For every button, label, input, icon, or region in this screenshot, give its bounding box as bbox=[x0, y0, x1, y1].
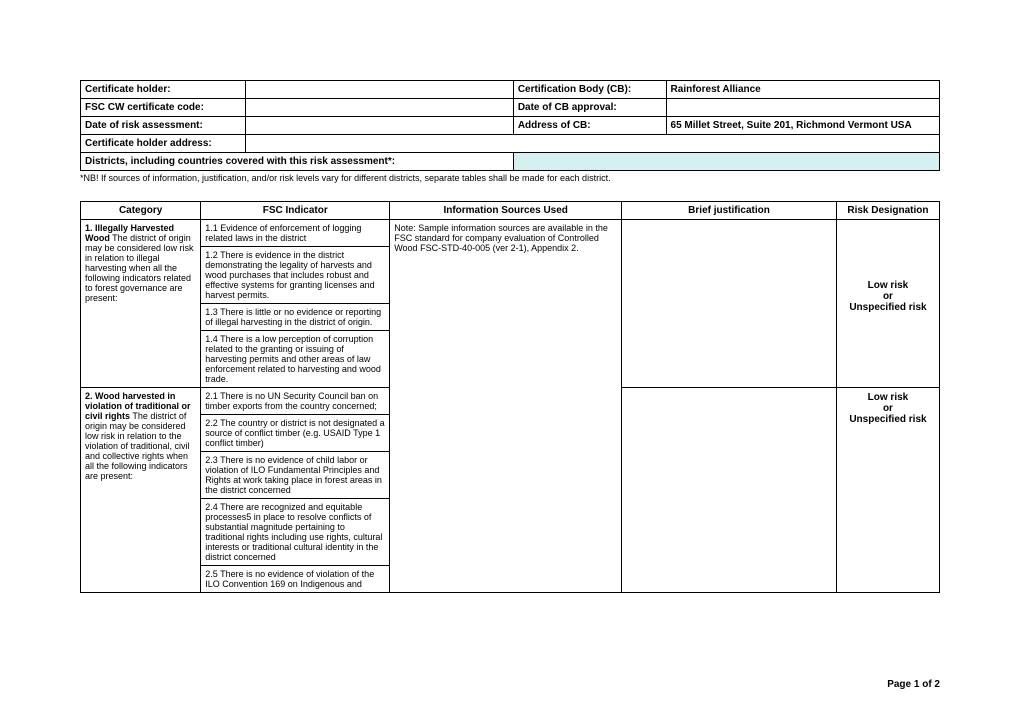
risk-assessment-table: Category FSC Indicator Information Sourc… bbox=[80, 201, 940, 593]
info-sources-note: Note: Sample information sources are ava… bbox=[390, 220, 622, 593]
indicator-1-1: 1.1 Evidence of enforcement of logging r… bbox=[201, 220, 390, 247]
label-approval-date: Date of CB approval: bbox=[513, 99, 666, 117]
risk-2: Low risk or Unspecified risk bbox=[836, 388, 939, 593]
label-districts: Districts, including countries covered w… bbox=[81, 153, 514, 171]
indicator-2-1: 2.1 There is no UN Security Council ban … bbox=[201, 388, 390, 415]
value-cb-address: 65 Millet Street, Suite 201, Richmond Ve… bbox=[666, 117, 939, 135]
col-category: Category bbox=[81, 202, 201, 220]
col-justification: Brief justification bbox=[622, 202, 837, 220]
col-risk: Risk Designation bbox=[836, 202, 939, 220]
indicator-2-5: 2.5 There is no evidence of violation of… bbox=[201, 566, 390, 593]
indicator-1-4: 1.4 There is a low perception of corrupt… bbox=[201, 331, 390, 388]
label-cw-code: FSC CW certificate code: bbox=[81, 99, 246, 117]
page-number: Page 1 of 2 bbox=[887, 679, 940, 690]
label-holder-address: Certificate holder address: bbox=[81, 135, 246, 153]
value-districts bbox=[513, 153, 939, 171]
value-cb: Rainforest Alliance bbox=[666, 81, 939, 99]
col-indicator: FSC Indicator bbox=[201, 202, 390, 220]
label-cb: Certification Body (CB): bbox=[513, 81, 666, 99]
indicator-2-3: 2.3 There is no evidence of child labor … bbox=[201, 452, 390, 499]
value-assessment-date bbox=[245, 117, 513, 135]
label-assessment-date: Date of risk assessment: bbox=[81, 117, 246, 135]
justification-2 bbox=[622, 388, 837, 593]
value-approval-date bbox=[666, 99, 939, 117]
indicator-2-4: 2.4 There are recognized and equitable p… bbox=[201, 499, 390, 566]
value-cert-holder bbox=[245, 81, 513, 99]
category-2: 2. Wood harvested in violation of tradit… bbox=[81, 388, 201, 593]
footnote-nb: *NB! If sources of information, justific… bbox=[80, 173, 940, 183]
indicator-2-2: 2.2 The country or district is not desig… bbox=[201, 415, 390, 452]
label-cb-address: Address of CB: bbox=[513, 117, 666, 135]
category-1-body: The district of origin may be considered… bbox=[85, 233, 194, 303]
indicator-1-3: 1.3 There is little or no evidence or re… bbox=[201, 304, 390, 331]
header-info-table: Certificate holder: Certification Body (… bbox=[80, 80, 940, 171]
risk-1: Low risk or Unspecified risk bbox=[836, 220, 939, 388]
category-1: 1. Illegally Harvested Wood The district… bbox=[81, 220, 201, 388]
label-cert-holder: Certificate holder: bbox=[81, 81, 246, 99]
indicator-1-2: 1.2 There is evidence in the district de… bbox=[201, 247, 390, 304]
category-2-body: The district of origin may be considered… bbox=[85, 411, 190, 481]
col-info: Information Sources Used bbox=[390, 202, 622, 220]
value-cw-code bbox=[245, 99, 513, 117]
justification-1 bbox=[622, 220, 837, 388]
value-holder-address bbox=[245, 135, 939, 153]
